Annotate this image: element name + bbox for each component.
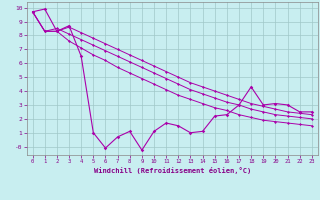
X-axis label: Windchill (Refroidissement éolien,°C): Windchill (Refroidissement éolien,°C)	[94, 167, 251, 174]
